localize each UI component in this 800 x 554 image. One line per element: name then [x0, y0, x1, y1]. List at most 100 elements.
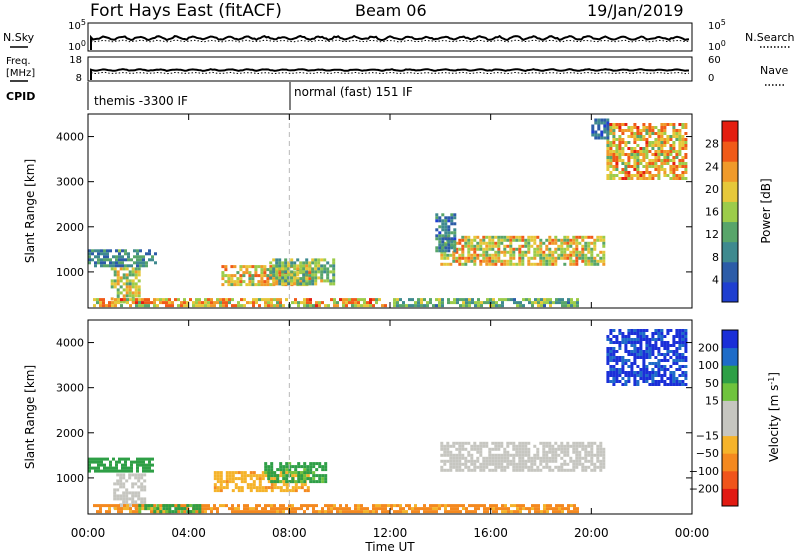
- heatmap-cell: [142, 258, 145, 262]
- heatmap-cell: [134, 270, 138, 274]
- heatmap-cell: [273, 507, 276, 511]
- heatmap-cell: [660, 377, 664, 380]
- heatmap-cell: [447, 228, 451, 232]
- heatmap-cell: [609, 156, 613, 159]
- heatmap-cell: [615, 350, 619, 353]
- heatmap-cell: [119, 267, 123, 271]
- heatmap-cell: [560, 247, 564, 251]
- heatmap-cell: [645, 329, 649, 332]
- heatmap-cell: [302, 264, 306, 268]
- heatmap-cell: [119, 276, 123, 280]
- heatmap-cell: [618, 126, 622, 129]
- heatmap-cell: [308, 277, 312, 281]
- heatmap-cell: [115, 261, 118, 265]
- power-colorbar-swatch: [722, 281, 738, 303]
- heatmap-cell: [636, 371, 640, 374]
- heatmap-cell: [345, 301, 348, 305]
- heatmap-cell: [591, 133, 595, 137]
- heatmap-cell: [288, 504, 291, 508]
- heatmap-cell: [606, 347, 610, 350]
- heatmap-cell: [675, 377, 679, 380]
- heatmap-cell: [120, 507, 123, 511]
- heatmap-cell: [213, 471, 217, 475]
- heatmap-cell: [569, 250, 573, 254]
- heatmap-cell: [663, 374, 667, 377]
- heatmap-cell: [260, 280, 264, 284]
- heatmap-cell: [536, 262, 540, 266]
- heatmap-cell: [506, 262, 510, 266]
- heatmap-cell: [279, 510, 282, 514]
- heatmap-cell: [284, 258, 288, 262]
- heatmap-cell: [560, 447, 564, 451]
- heatmap-cell: [269, 267, 273, 271]
- heatmap-cell: [450, 231, 454, 235]
- heatmap-cell: [148, 252, 151, 256]
- heatmap-cell: [180, 304, 183, 308]
- heatmap-cell: [132, 298, 135, 302]
- heatmap-cell: [551, 256, 555, 260]
- heatmap-cell: [360, 304, 363, 308]
- heatmap-cell: [294, 468, 298, 472]
- heatmap-cell: [606, 380, 610, 383]
- heatmap-cell: [142, 264, 145, 268]
- heatmap-cell: [500, 465, 504, 469]
- heatmap-cell: [396, 301, 399, 305]
- heatmap-cell: [488, 459, 492, 463]
- heatmap-cell: [612, 138, 616, 141]
- heatmap-cell: [242, 271, 246, 275]
- heatmap-cell: [509, 250, 513, 254]
- heatmap-cell: [243, 510, 246, 514]
- heatmap-cell: [133, 255, 136, 259]
- heatmap-cell: [684, 132, 688, 135]
- heatmap-cell: [402, 507, 405, 511]
- velocity-colorbar-tick-label: −50: [696, 447, 719, 460]
- heatmap-cell: [369, 510, 372, 514]
- heatmap-cell: [396, 504, 399, 508]
- heatmap-cell: [468, 301, 471, 305]
- heatmap-cell: [590, 459, 594, 463]
- heatmap-cell: [219, 304, 222, 308]
- heatmap-cell: [518, 259, 522, 263]
- heatmap-cell: [660, 332, 664, 335]
- heatmap-cell: [663, 356, 667, 359]
- power-colorbar-swatch: [722, 241, 738, 263]
- heatmap-cell: [287, 264, 291, 268]
- heatmap-cell: [509, 462, 513, 466]
- heatmap-cell: [443, 256, 447, 260]
- heatmap-cell: [548, 456, 552, 460]
- heatmap-cell: [678, 356, 682, 359]
- heatmap-cell: [633, 147, 637, 150]
- heatmap-cell: [600, 136, 604, 140]
- heatmap-cell: [563, 241, 567, 245]
- heatmap-cell: [633, 344, 637, 347]
- heatmap-cell: [131, 494, 135, 498]
- heatmap-cell: [660, 341, 664, 344]
- heatmap-cell: [467, 465, 471, 469]
- heatmap-cell: [136, 261, 139, 265]
- heatmap-cell: [447, 234, 451, 238]
- heatmap-cell: [375, 298, 378, 302]
- heatmap-cell: [123, 507, 126, 511]
- heatmap-cell: [323, 258, 327, 262]
- heatmap-cell: [299, 268, 303, 272]
- heatmap-cell: [669, 350, 673, 353]
- heatmap-cell: [666, 123, 670, 126]
- power-colorbar-frame: [721, 120, 739, 303]
- heatmap-cell: [332, 270, 336, 274]
- heatmap-cell: [618, 171, 622, 174]
- heatmap-cell: [618, 332, 622, 335]
- heatmap-cell: [542, 441, 546, 445]
- cpid-mode-normal: normal (fast) 151 IF: [294, 85, 413, 99]
- heatmap-cell: [666, 329, 670, 332]
- heatmap-cell: [660, 141, 664, 144]
- heatmap-cell: [125, 267, 129, 271]
- heatmap-cell: [290, 258, 294, 262]
- heatmap-cell: [124, 466, 127, 470]
- heatmap-cell: [672, 362, 676, 365]
- heatmap-cell: [446, 253, 450, 257]
- heatmap-cell: [527, 456, 531, 460]
- heatmap-cell: [438, 231, 442, 235]
- heatmap-cell: [281, 273, 285, 277]
- heatmap-cell: [300, 480, 304, 484]
- heatmap-cell: [125, 273, 129, 277]
